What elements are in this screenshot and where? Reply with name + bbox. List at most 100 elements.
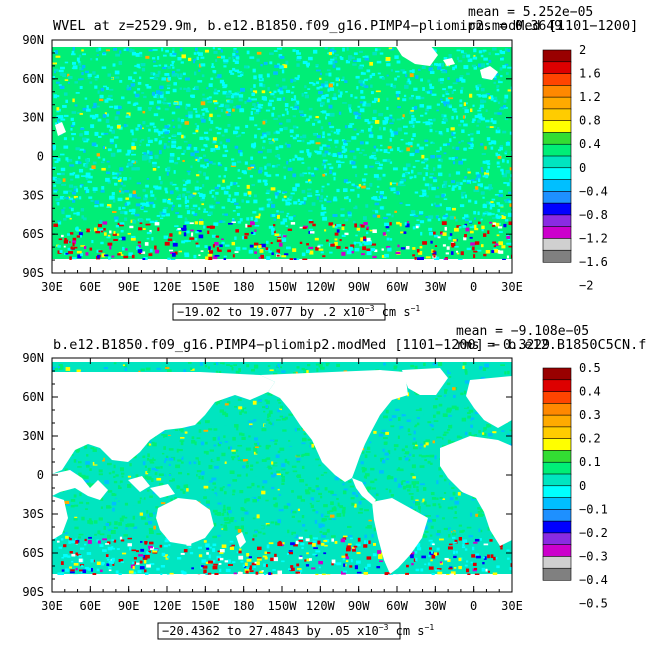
field-cell (101, 186, 105, 190)
field-cell (110, 152, 116, 157)
field-cell (138, 144, 142, 146)
field-cell (271, 214, 276, 217)
field-cell (69, 566, 72, 569)
field-cell (165, 49, 169, 53)
field-cell (207, 96, 212, 101)
field-cell (504, 94, 509, 99)
field-cell (69, 164, 75, 167)
field-cell (344, 80, 348, 84)
field-cell (257, 103, 261, 108)
field-cell (154, 74, 157, 78)
field-cell (152, 49, 158, 51)
field-cell (146, 535, 149, 538)
field-cell (246, 466, 249, 469)
field-cell (192, 87, 196, 90)
field-cell (423, 431, 426, 436)
field-cell (183, 149, 186, 153)
field-cell (409, 153, 415, 157)
field-cell (448, 415, 453, 417)
field-cell (360, 461, 364, 465)
field-cell (126, 84, 129, 89)
field-cell (352, 165, 357, 169)
field-cell (315, 116, 319, 119)
field-cell (221, 134, 225, 137)
field-cell (443, 185, 447, 188)
field-cell (480, 99, 484, 104)
field-cell (164, 72, 170, 76)
field-cell (393, 365, 398, 370)
field-cell (144, 554, 150, 559)
field-cell (448, 368, 452, 373)
field-cell (186, 473, 190, 476)
field-cell (111, 501, 117, 506)
field-cell (169, 249, 174, 252)
field-cell (65, 367, 71, 371)
field-cell (73, 212, 77, 215)
field-cell (271, 252, 274, 256)
field-cell (275, 146, 279, 151)
field-cell (279, 430, 282, 434)
field-cell (451, 533, 457, 536)
field-cell (411, 367, 414, 371)
field-cell (352, 63, 357, 66)
field-cell (346, 545, 351, 550)
field-cell (316, 86, 320, 90)
field-cell (276, 47, 282, 50)
field-cell (330, 501, 334, 505)
field-cell (244, 161, 248, 165)
field-cell (138, 76, 142, 80)
field-cell (133, 526, 138, 529)
field-cell (79, 66, 82, 71)
field-cell (136, 167, 139, 171)
field-cell (385, 458, 390, 460)
panel-1-range-text: −19.02 to 19.077 by .2 x10 (177, 305, 365, 319)
field-cell (84, 445, 88, 449)
field-cell (362, 240, 366, 244)
field-cell (74, 81, 78, 84)
field-cell (218, 105, 224, 108)
land-africa-speck (55, 122, 66, 136)
field-cell (98, 517, 103, 521)
field-cell (125, 153, 130, 156)
field-cell (373, 542, 376, 546)
field-cell (483, 427, 487, 430)
field-cell (276, 210, 279, 213)
field-cell (470, 143, 474, 148)
field-cell (213, 444, 217, 447)
field-cell (435, 195, 440, 198)
field-cell (145, 55, 150, 59)
field-cell (378, 552, 383, 556)
field-cell (238, 368, 241, 372)
field-cell (447, 546, 453, 550)
field-cell (496, 161, 500, 165)
field-cell (257, 151, 263, 154)
field-cell (495, 222, 500, 227)
field-cell (361, 71, 364, 74)
field-cell (253, 510, 258, 514)
field-cell (408, 453, 412, 456)
field-cell (345, 547, 351, 552)
field-cell (63, 218, 67, 221)
field-cell (149, 441, 155, 444)
field-cell (164, 241, 170, 246)
field-cell (193, 213, 198, 216)
field-cell (273, 439, 278, 442)
field-cell (360, 82, 363, 86)
field-cell (340, 161, 345, 164)
field-cell (330, 130, 333, 133)
field-cell (164, 187, 168, 191)
field-cell (254, 229, 257, 232)
field-cell (308, 542, 313, 545)
field-cell (105, 543, 109, 545)
field-cell (244, 100, 247, 104)
field-cell (294, 371, 298, 374)
field-cell (154, 222, 160, 226)
field-cell (234, 145, 239, 149)
field-cell (379, 76, 384, 79)
field-cell (219, 552, 224, 554)
field-cell (276, 164, 281, 166)
field-cell (89, 483, 95, 487)
field-cell (223, 258, 227, 261)
field-cell (506, 182, 510, 187)
field-cell (459, 371, 463, 374)
